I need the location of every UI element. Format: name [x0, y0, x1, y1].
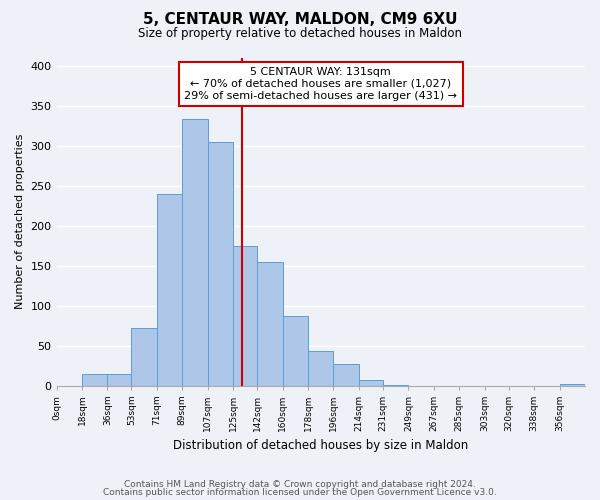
- Bar: [560, 384, 585, 386]
- Bar: [233, 246, 257, 386]
- Text: 5 CENTAUR WAY: 131sqm
← 70% of detached houses are smaller (1,027)
29% of semi-d: 5 CENTAUR WAY: 131sqm ← 70% of detached …: [184, 68, 457, 100]
- Bar: [257, 262, 283, 386]
- X-axis label: Distribution of detached houses by size in Maldon: Distribution of detached houses by size …: [173, 440, 469, 452]
- Bar: [359, 380, 383, 386]
- Bar: [283, 316, 308, 386]
- Text: Size of property relative to detached houses in Maldon: Size of property relative to detached ho…: [138, 28, 462, 40]
- Bar: [82, 374, 107, 386]
- Text: 5, CENTAUR WAY, MALDON, CM9 6XU: 5, CENTAUR WAY, MALDON, CM9 6XU: [143, 12, 457, 28]
- Bar: [157, 194, 182, 386]
- Bar: [131, 328, 157, 386]
- Bar: [334, 364, 359, 386]
- Y-axis label: Number of detached properties: Number of detached properties: [15, 134, 25, 310]
- Bar: [182, 119, 208, 386]
- Bar: [107, 374, 131, 386]
- Bar: [308, 350, 334, 386]
- Text: Contains public sector information licensed under the Open Government Licence v3: Contains public sector information licen…: [103, 488, 497, 497]
- Bar: [383, 385, 409, 386]
- Text: Contains HM Land Registry data © Crown copyright and database right 2024.: Contains HM Land Registry data © Crown c…: [124, 480, 476, 489]
- Bar: [208, 142, 233, 386]
